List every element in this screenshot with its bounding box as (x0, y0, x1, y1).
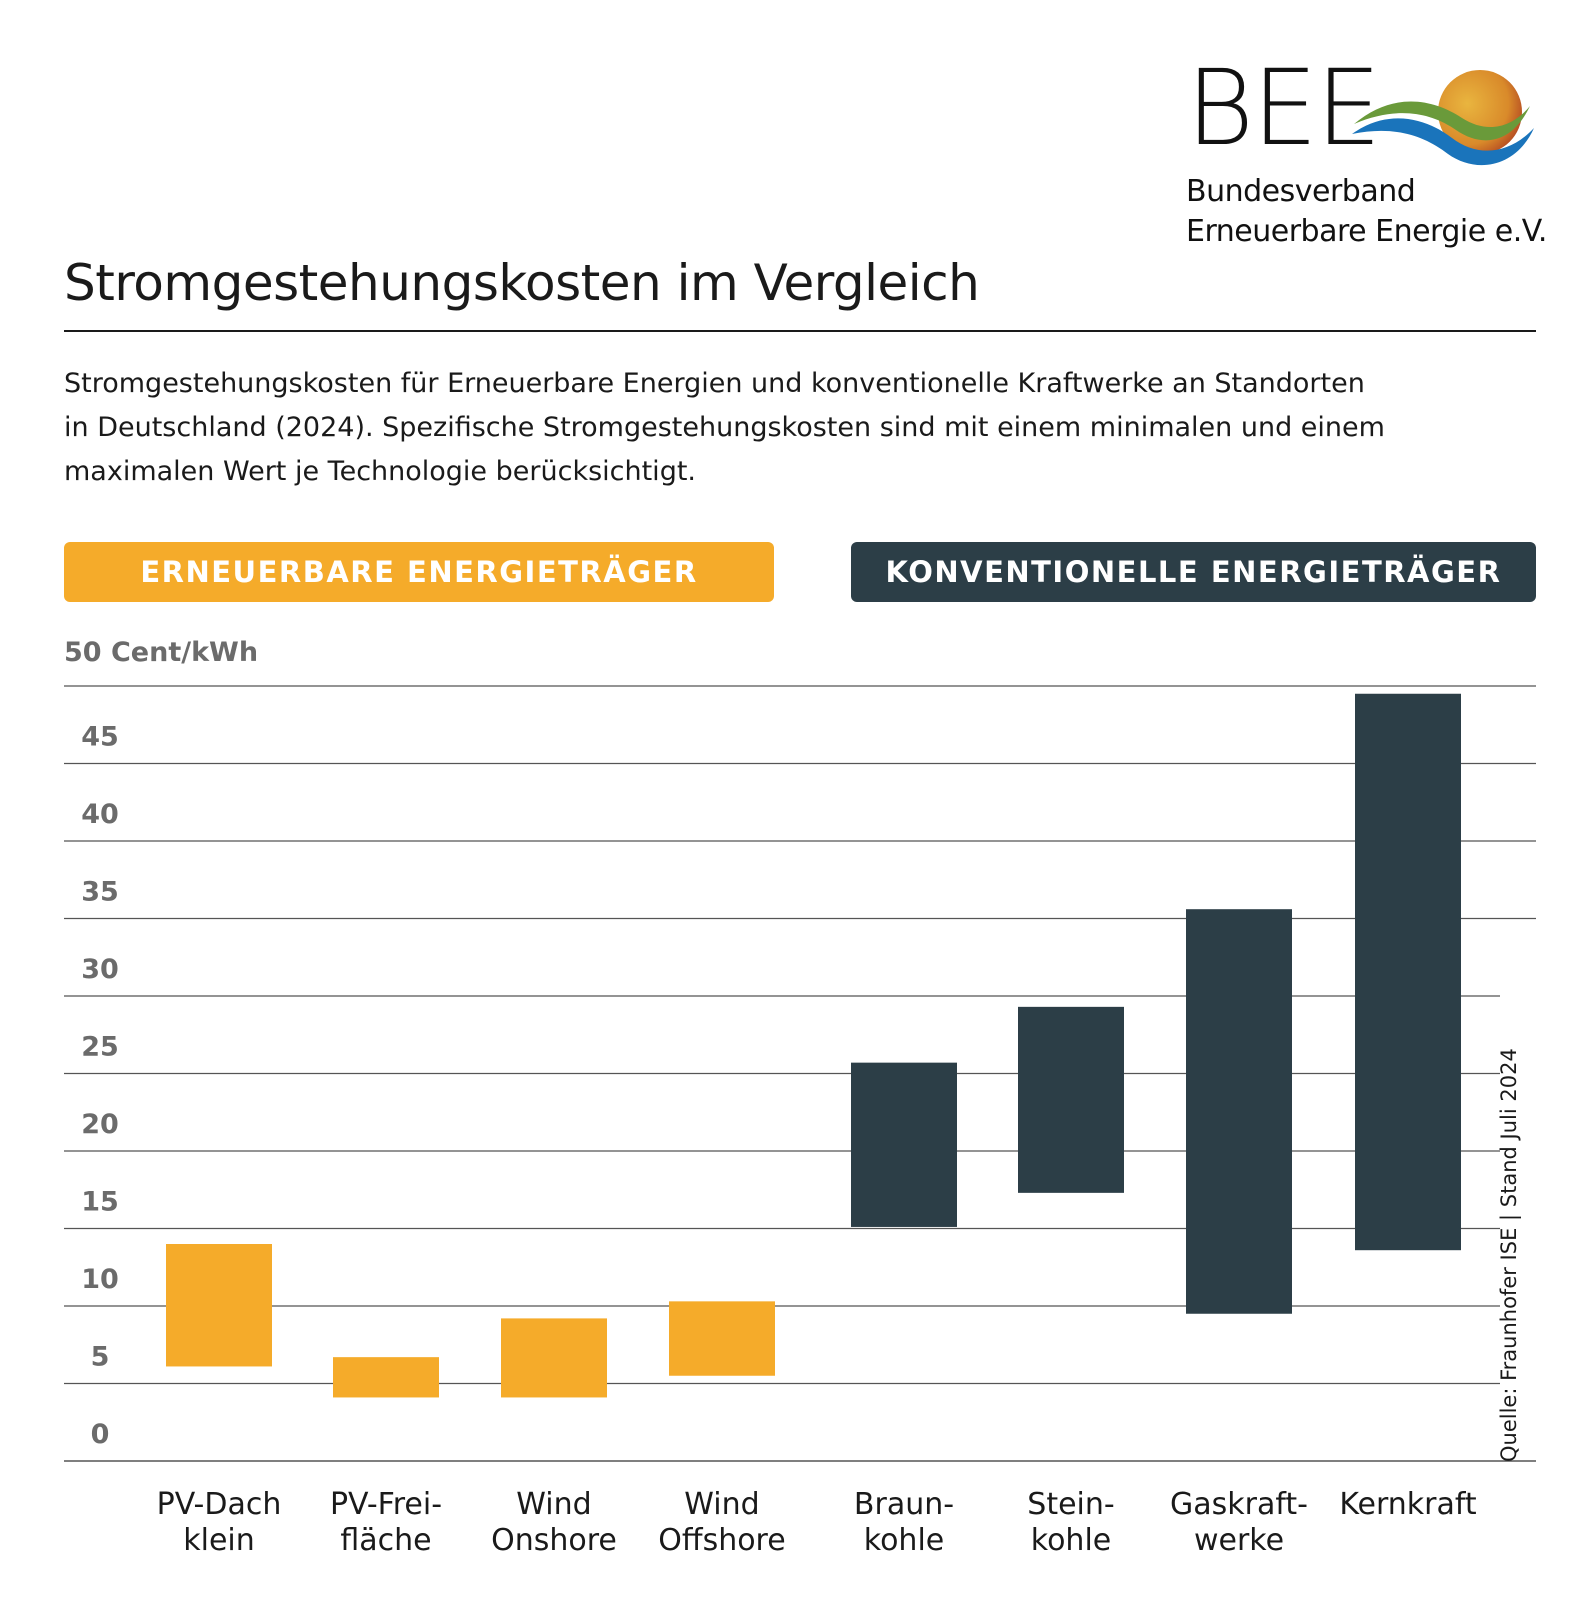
range-bar-windonshore (501, 1318, 607, 1398)
y-tick-label: 30 (81, 954, 119, 985)
subtitle-line: maximalen Wert je Technologie berücksich… (64, 456, 696, 487)
x-category-label: fläche (340, 1523, 431, 1558)
subtitle: Stromgestehungskosten für Erneuerbare En… (64, 362, 1494, 494)
x-category-label: Wind (684, 1487, 759, 1522)
logo-line-2: Erneuerbare Energie e.V. (1186, 214, 1547, 249)
renewable-group-banner: ERNEUERBARE ENERGIETRÄGER (64, 542, 774, 602)
y-tick-label: 25 (81, 1032, 119, 1063)
x-category-label: klein (183, 1523, 255, 1558)
x-category-label: PV-Dach (157, 1487, 282, 1522)
range-bar-windoffshore (669, 1301, 775, 1376)
y-tick-label: 45 (81, 722, 119, 753)
y-tick-label: 20 (81, 1109, 119, 1140)
subtitle-line: Stromgestehungskosten für Erneuerbare En… (64, 368, 1365, 399)
y-tick-label: 10 (81, 1264, 119, 1295)
x-category-label: kohle (864, 1523, 944, 1558)
conventional-group-banner: KONVENTIONELLE ENERGIETRÄGER (851, 542, 1536, 602)
range-bar-gaskraftwerke (1186, 909, 1292, 1314)
title-divider (64, 330, 1536, 332)
subtitle-line: in Deutschland (2024). Spezifische Strom… (64, 412, 1385, 443)
range-bar-steinkohle (1018, 1006, 1124, 1193)
y-axis-unit-label: 50 Cent/kWh (64, 637, 259, 668)
range-bar-pvfreifläche (333, 1357, 439, 1398)
x-category-label: Gaskraft- (1170, 1487, 1308, 1522)
logo-abbreviation: BEE (1186, 47, 1382, 169)
x-category-label: werke (1194, 1523, 1284, 1558)
x-category-label: Offshore (658, 1523, 785, 1558)
x-category-label: Stein- (1027, 1487, 1114, 1522)
y-tick-label: 40 (81, 799, 119, 830)
bee-logo: BEE Bundesverband Erneuerbare Energie e.… (1186, 56, 1547, 252)
range-bar-kernkraft (1355, 693, 1461, 1251)
x-category-label: kohle (1031, 1523, 1111, 1558)
y-tick-label: 35 (81, 877, 119, 908)
page-title: Stromgestehungskosten im Vergleich (64, 254, 980, 312)
range-bar-pvdachklein (166, 1244, 272, 1367)
sun-wave-logo-icon (1352, 70, 1534, 166)
y-tick-label: 15 (81, 1187, 119, 1218)
y-tick-label: 5 (91, 1342, 110, 1373)
source-note: Quelle: Fraunhofer ISE | Stand Juli 2024 (1497, 1048, 1521, 1462)
x-category-label: Onshore (491, 1523, 617, 1558)
x-category-label: Braun- (854, 1487, 954, 1522)
x-category-label: PV-Frei- (330, 1487, 442, 1522)
y-tick-label: 0 (91, 1419, 110, 1450)
range-bar-braunkohle (851, 1062, 957, 1227)
logo-line-1: Bundesverband (1186, 174, 1416, 209)
x-category-label: Wind (516, 1487, 591, 1522)
x-category-label: Kernkraft (1339, 1487, 1477, 1522)
